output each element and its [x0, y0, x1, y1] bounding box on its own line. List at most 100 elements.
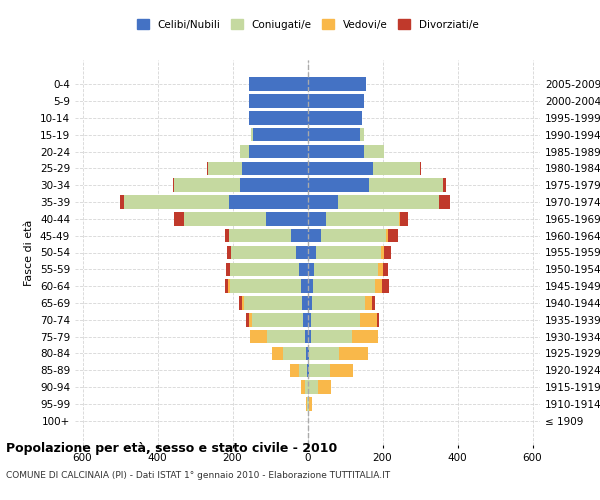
Bar	[443, 178, 445, 192]
Bar	[306, 397, 307, 410]
Bar	[251, 128, 253, 141]
Bar	[124, 196, 229, 209]
Bar	[250, 94, 308, 108]
Bar	[240, 145, 250, 158]
Bar	[314, 262, 378, 276]
Bar	[250, 111, 308, 124]
Bar	[307, 364, 308, 377]
Bar	[229, 229, 290, 242]
Bar	[308, 346, 310, 360]
Bar	[308, 94, 364, 108]
Bar	[308, 246, 316, 259]
Bar	[175, 178, 240, 192]
Bar	[175, 212, 184, 226]
Text: Popolazione per età, sesso e stato civile - 2010: Popolazione per età, sesso e stato civil…	[6, 442, 337, 455]
Bar	[370, 178, 443, 192]
Bar	[311, 313, 360, 326]
Bar	[253, 128, 308, 141]
Bar	[245, 313, 248, 326]
Bar	[311, 330, 352, 344]
Bar	[301, 380, 305, 394]
Bar	[308, 145, 364, 158]
Bar	[364, 145, 385, 158]
Bar	[308, 364, 310, 377]
Bar	[296, 246, 308, 259]
Bar	[439, 196, 450, 209]
Bar	[308, 262, 314, 276]
Bar	[173, 178, 175, 192]
Bar	[290, 229, 308, 242]
Bar	[242, 296, 244, 310]
Bar	[308, 178, 370, 192]
Bar	[400, 212, 407, 226]
Bar	[377, 313, 379, 326]
Bar	[303, 313, 308, 326]
Bar	[248, 313, 253, 326]
Bar	[365, 296, 372, 310]
Bar	[230, 246, 296, 259]
Bar	[382, 280, 389, 293]
Bar	[316, 246, 382, 259]
Bar	[420, 162, 421, 175]
Bar	[266, 212, 308, 226]
Bar	[388, 229, 398, 242]
Bar	[242, 162, 308, 175]
Bar	[308, 280, 313, 293]
Bar	[308, 229, 320, 242]
Bar	[240, 178, 308, 192]
Y-axis label: Fasce di età: Fasce di età	[25, 220, 34, 286]
Bar	[227, 246, 230, 259]
Bar	[120, 196, 124, 209]
Bar	[308, 296, 312, 310]
Bar	[308, 78, 365, 91]
Bar	[305, 330, 308, 344]
Bar	[227, 280, 229, 293]
Bar	[320, 229, 386, 242]
Bar	[229, 196, 308, 209]
Bar	[301, 280, 308, 293]
Bar	[330, 364, 353, 377]
Bar	[308, 111, 362, 124]
Bar	[184, 212, 266, 226]
Bar	[267, 330, 305, 344]
Bar	[386, 229, 388, 242]
Bar	[239, 296, 242, 310]
Bar	[225, 229, 229, 242]
Bar	[229, 280, 301, 293]
Legend: Celibi/Nubili, Coniugati/e, Vedovi/e, Divorziati/e: Celibi/Nubili, Coniugati/e, Vedovi/e, Di…	[133, 15, 482, 34]
Bar	[283, 346, 305, 360]
Bar	[250, 330, 267, 344]
Bar	[373, 162, 420, 175]
Bar	[305, 380, 308, 394]
Bar	[340, 346, 367, 360]
Bar	[250, 145, 308, 158]
Bar	[308, 162, 373, 175]
Bar	[308, 330, 311, 344]
Bar	[313, 280, 375, 293]
Bar	[308, 397, 310, 410]
Bar	[224, 280, 227, 293]
Bar	[317, 380, 331, 394]
Bar	[250, 78, 308, 91]
Bar	[208, 162, 242, 175]
Bar	[305, 346, 308, 360]
Bar	[383, 262, 388, 276]
Bar	[290, 364, 299, 377]
Bar	[307, 397, 308, 410]
Bar	[244, 296, 302, 310]
Bar	[372, 296, 375, 310]
Bar	[299, 364, 307, 377]
Bar	[299, 262, 308, 276]
Bar	[375, 280, 382, 293]
Bar	[308, 212, 326, 226]
Bar	[326, 212, 400, 226]
Bar	[310, 346, 340, 360]
Bar	[308, 196, 337, 209]
Bar	[230, 262, 299, 276]
Bar	[272, 346, 283, 360]
Bar	[382, 246, 385, 259]
Bar	[360, 313, 377, 326]
Bar	[310, 397, 313, 410]
Bar	[337, 196, 439, 209]
Bar	[302, 296, 308, 310]
